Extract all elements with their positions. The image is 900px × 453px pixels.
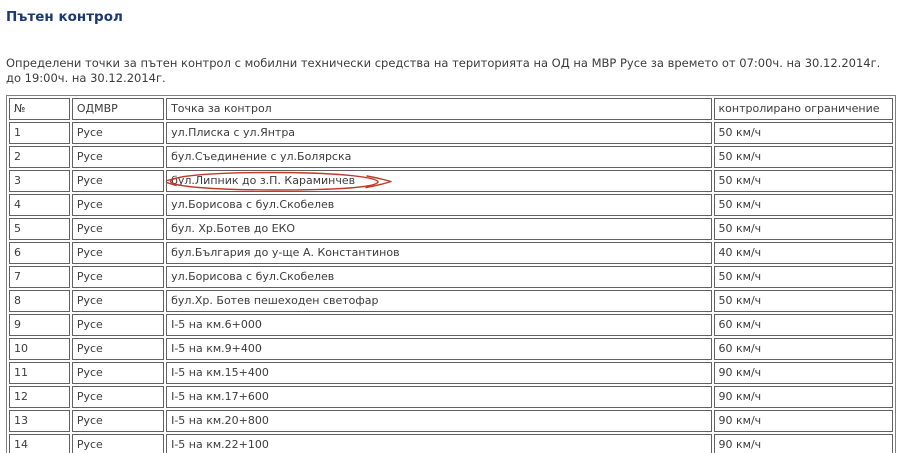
table-cell: Русе — [71, 194, 165, 216]
column-header: № — [9, 98, 70, 120]
table-row: 13 Русе I-5 на км.20+800 90 км/ч — [9, 410, 893, 432]
table-cell: 50 км/ч — [713, 218, 893, 240]
table-cell: Русе — [71, 434, 165, 453]
table-cell: Русе — [71, 242, 165, 264]
table-cell: 14 — [9, 434, 70, 453]
table-cell: 5 — [9, 218, 70, 240]
table-cell: 12 — [9, 386, 70, 408]
table-row: 10 Русе I-5 на км.9+400 60 км/ч — [9, 338, 893, 360]
table-row: 14 Русе I-5 на км.22+100 90 км/ч — [9, 434, 893, 453]
table-cell: 9 — [9, 314, 70, 336]
intro-text: Определени точки за пътен контрол с моби… — [6, 56, 881, 85]
table-cell: Русе — [71, 146, 165, 168]
table-cell: 8 — [9, 290, 70, 312]
table-cell: 40 км/ч — [713, 242, 893, 264]
table-cell: 6 — [9, 242, 70, 264]
table-cell: 50 км/ч — [713, 290, 893, 312]
table-cell: Русе — [71, 410, 165, 432]
table-cell: Русе — [71, 362, 165, 384]
table-cell: 90 км/ч — [713, 410, 893, 432]
table-cell: Русе — [71, 386, 165, 408]
red-ellipse-annotation — [167, 171, 392, 191]
table-cell: 60 км/ч — [713, 314, 893, 336]
table-header-row: № ОДМВР Точка за контрол контролирано огран… — [9, 98, 893, 120]
column-header: контролирано ограничение — [713, 98, 893, 120]
table-cell: 50 км/ч — [713, 122, 893, 144]
table-row: 12 Русе I-5 на км.17+600 90 км/ч — [9, 386, 893, 408]
table-cell: I-5 на км.9+400 — [166, 338, 712, 360]
table-row: 2 Русе бул.Съединение с ул.Болярска 50 км/ч — [9, 146, 893, 168]
table-row: 7 Русе ул.Борисова с бул.Скобелев 50 км/ч — [9, 266, 893, 288]
table-cell: Русе — [71, 170, 165, 192]
column-header: ОДМВР — [71, 98, 165, 120]
table-cell: 13 — [9, 410, 70, 432]
table-cell: бул.Съединение с ул.Болярска — [166, 146, 712, 168]
table-row: 6 Русе бул.България до у-ще А. Константино… — [9, 242, 893, 264]
table-cell: Русе — [71, 266, 165, 288]
table-cell: Русе — [71, 122, 165, 144]
table-cell: бул.България до у-ще А. Константинов — [166, 242, 712, 264]
table-cell: I-5 на км.15+400 — [166, 362, 712, 384]
table-cell: бул.Хр. Ботев пешеходен светофар — [166, 290, 712, 312]
table-cell: 3 — [9, 170, 70, 192]
annotated-text: бул.Липник до з.П. Караминчев — [167, 171, 392, 191]
table-cell: 1 — [9, 122, 70, 144]
table-cell: I-5 на км.6+000 — [166, 314, 712, 336]
table-cell: 7 — [9, 266, 70, 288]
table-row: 3 Русе бул.Липник до з.П. Караминчев 50 км… — [9, 170, 893, 192]
table-row: 4 Русе ул.Борисова с бул.Скобелев 50 км/ч — [9, 194, 893, 216]
table-cell: 50 км/ч — [713, 266, 893, 288]
table-cell: ул.Плиска с ул.Янтра — [166, 122, 712, 144]
table-cell: 50 км/ч — [713, 170, 893, 192]
table-cell: 50 км/ч — [713, 194, 893, 216]
table-cell: Русе — [71, 338, 165, 360]
control-points-table: № ОДМВР Точка за контрол контролирано огран… — [6, 95, 896, 453]
table-cell: Русе — [71, 314, 165, 336]
table-cell: бул.Липник до з.П. Караминчев — [166, 170, 712, 192]
table-cell: 90 км/ч — [713, 362, 893, 384]
table-cell: 60 км/ч — [713, 338, 893, 360]
table-cell: бул. Хр.Ботев до ЕКО — [166, 218, 712, 240]
page-title: Пътен контрол — [6, 9, 123, 25]
table-body: 1 Русе ул.Плиска с ул.Янтра 50 км/ч 2 Русе бул… — [9, 122, 893, 453]
column-header: Точка за контрол — [166, 98, 712, 120]
table-row: 5 Русе бул. Хр.Ботев до ЕКО 50 км/ч — [9, 218, 893, 240]
table-cell: Русе — [71, 290, 165, 312]
table-row: 1 Русе ул.Плиска с ул.Янтра 50 км/ч — [9, 122, 893, 144]
table-cell: 4 — [9, 194, 70, 216]
table-cell: 50 км/ч — [713, 146, 893, 168]
table-cell: I-5 на км.20+800 — [166, 410, 712, 432]
table-row: 9 Русе I-5 на км.6+000 60 км/ч — [9, 314, 893, 336]
table-cell: 90 км/ч — [713, 386, 893, 408]
table-cell: ул.Борисова с бул.Скобелев — [166, 194, 712, 216]
table-cell: 11 — [9, 362, 70, 384]
table-cell: Русе — [71, 218, 165, 240]
table-row: 8 Русе бул.Хр. Ботев пешеходен светофар 50 … — [9, 290, 893, 312]
table-cell: 10 — [9, 338, 70, 360]
table-cell: I-5 на км.17+600 — [166, 386, 712, 408]
table-cell: ул.Борисова с бул.Скобелев — [166, 266, 712, 288]
table-cell: 2 — [9, 146, 70, 168]
table-cell: 90 км/ч — [713, 434, 893, 453]
table-row: 11 Русе I-5 на км.15+400 90 км/ч — [9, 362, 893, 384]
table-cell: I-5 на км.22+100 — [166, 434, 712, 453]
